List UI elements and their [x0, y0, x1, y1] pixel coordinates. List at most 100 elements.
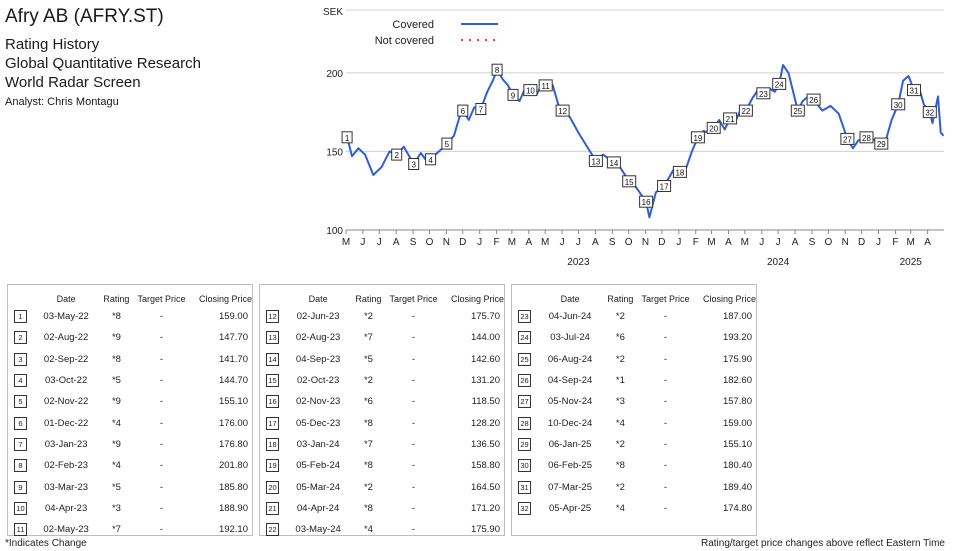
row-number-cell: 29 — [518, 434, 537, 455]
table-header-row: Date Rating Target Price Closing Price — [266, 292, 504, 306]
rating-cell: *9 — [111, 438, 121, 450]
rating-marker — [772, 77, 787, 90]
rating-marker-label: 16 — [642, 198, 651, 207]
rating-marker-label: 20 — [709, 124, 718, 133]
row-number-cell: 19 — [266, 455, 285, 476]
row-number-box: 29 — [518, 437, 531, 451]
table-row: 19 05-Feb-24 *8 - 158.80 — [266, 455, 504, 476]
target-price-cell: - — [159, 332, 164, 344]
target-price-cell: - — [159, 502, 164, 514]
x-tick-label: M — [342, 237, 350, 248]
date-cell: 10-Dec-24 — [547, 417, 593, 429]
rating-marker — [622, 175, 637, 188]
table-row: 12 02-Jun-23 *2 - 175.70 — [266, 306, 504, 327]
target-price-cell: - — [159, 353, 164, 365]
x-tick-label: J — [560, 237, 565, 248]
x-tick-label: O — [625, 237, 633, 248]
row-number-cell: 11 — [14, 519, 33, 540]
x-tick-label: S — [410, 237, 417, 248]
closing-price-cell: 159.00 — [722, 417, 752, 429]
rating-marker — [738, 104, 753, 117]
row-number-cell: 12 — [266, 306, 285, 327]
column-header: Date — [56, 294, 76, 304]
x-tick-label: F — [892, 237, 898, 248]
rating-cell: *5 — [111, 375, 121, 387]
row-number-cell: 31 — [518, 476, 537, 497]
rating-cell: *4 — [615, 417, 625, 429]
rating-cell: *2 — [615, 438, 625, 450]
header-cell-blank — [266, 292, 285, 306]
column-header: Date — [308, 294, 328, 304]
closing-price-cell: 131.20 — [470, 375, 500, 387]
date-cell: 02-Aug-22 — [43, 332, 89, 344]
rating-marker — [756, 87, 771, 100]
x-tick-label: J — [576, 237, 581, 248]
rating-cell: *4 — [363, 524, 373, 536]
row-number-box: 5 — [14, 395, 27, 409]
closing-price-cell: 176.80 — [218, 438, 248, 450]
rating-cell: *8 — [363, 417, 373, 429]
target-price-cell: - — [663, 502, 668, 514]
x-tick-label: J — [676, 237, 681, 248]
rating-marker-label: 5 — [445, 140, 450, 149]
row-number-box: 18 — [266, 437, 279, 451]
rating-marker-label: 23 — [759, 90, 768, 99]
row-number-box: 31 — [518, 480, 531, 494]
column-header: Target Price — [389, 294, 438, 304]
closing-price-cell: 192.10 — [218, 524, 248, 536]
date-cell: 02-Aug-23 — [295, 332, 341, 344]
closing-price-cell: 189.40 — [722, 481, 752, 493]
subtitle-radar: World Radar Screen — [5, 74, 141, 91]
row-number-box: 9 — [14, 480, 27, 494]
year-label: 2025 — [900, 257, 923, 268]
target-price-cell: - — [411, 375, 416, 387]
table-row: 10 04-Apr-23 *3 - 188.90 — [14, 498, 252, 519]
closing-price-cell: 144.00 — [470, 332, 500, 344]
table-row: 23 04-Jun-24 *2 - 187.00 — [518, 306, 756, 327]
rating-cell: *2 — [615, 311, 625, 323]
target-price-cell: - — [159, 460, 164, 472]
table-row: 15 02-Oct-23 *2 - 131.20 — [266, 370, 504, 391]
x-tick-label: S — [609, 237, 616, 248]
closing-price-cell: 159.00 — [218, 311, 248, 323]
rating-marker-label: 9 — [511, 91, 516, 100]
x-tick-label: J — [477, 237, 482, 248]
rating-marker — [891, 98, 906, 111]
subtitle-block: Rating History Global Quantitative Resea… — [5, 35, 201, 92]
row-number-box: 2 — [14, 331, 27, 345]
row-number-cell: 22 — [266, 519, 285, 540]
rating-marker-label: 17 — [660, 183, 669, 192]
closing-price-cell: 157.80 — [722, 396, 752, 408]
row-number-box: 28 — [518, 416, 531, 430]
table-row: 29 06-Jan-25 *2 - 155.10 — [518, 434, 756, 455]
header-cell-blank — [518, 292, 537, 306]
row-number-box: 4 — [14, 374, 27, 388]
rating-marker-label: 19 — [693, 134, 702, 143]
rating-cell: *7 — [363, 332, 373, 344]
x-tick-label: J — [377, 237, 382, 248]
rating-marker-label: 14 — [609, 159, 618, 168]
footnote-change: *Indicates Change — [5, 538, 87, 549]
row-number-cell: 3 — [14, 349, 33, 370]
x-tick-label: A — [525, 237, 532, 248]
date-cell: 05-Dec-23 — [295, 417, 341, 429]
row-number-box: 12 — [266, 310, 279, 324]
date-cell: 04-Jun-24 — [548, 311, 592, 323]
rating-marker — [475, 103, 487, 115]
x-tick-label: N — [443, 237, 450, 248]
target-price-cell: - — [411, 438, 416, 450]
row-number-cell: 17 — [266, 412, 285, 433]
rating-marker-label: 28 — [862, 134, 871, 143]
rating-marker-label: 22 — [741, 107, 750, 116]
rating-marker — [425, 153, 437, 166]
x-tick-label: M — [541, 237, 549, 248]
date-cell: 06-Aug-24 — [547, 353, 593, 365]
closing-price-cell: 118.50 — [471, 396, 500, 408]
row-number-box: 16 — [266, 395, 279, 409]
ratings-table: Date Rating Target Price Closing Price 1 03-M… — [14, 292, 252, 540]
rating-marker-label: 25 — [793, 107, 802, 116]
rating-marker — [523, 84, 538, 97]
rating-marker — [840, 132, 855, 145]
closing-price-cell: 155.10 — [218, 396, 248, 408]
row-number-cell: 7 — [14, 434, 33, 455]
